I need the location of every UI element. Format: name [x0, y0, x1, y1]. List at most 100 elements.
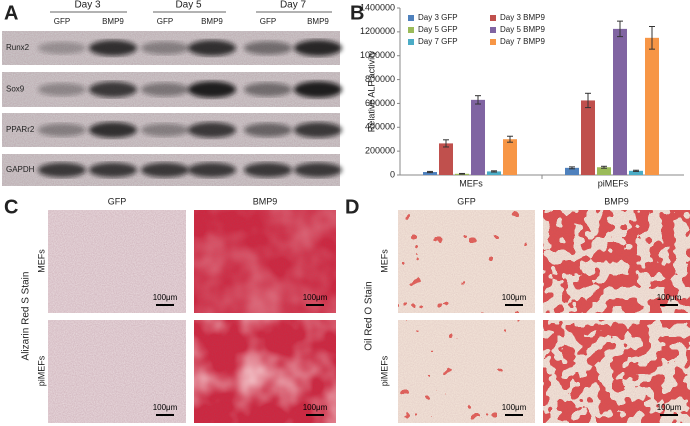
gel-band — [188, 122, 236, 138]
y-tick-label: 1400000 — [360, 2, 395, 12]
gel-band — [244, 123, 292, 137]
legend-swatch — [408, 39, 414, 45]
gene-label: Sox9 — [6, 85, 25, 94]
x-tick-label: piMEFs — [598, 178, 629, 188]
scale-bar-label: 100μm — [502, 293, 527, 302]
scale-bar-label: 100μm — [657, 293, 682, 302]
y-tick-label: 0 — [390, 169, 395, 179]
column-label: BMP9 — [604, 196, 629, 206]
panel-label: C — [4, 196, 18, 218]
gene-label: Runx2 — [6, 43, 30, 52]
gel-band — [244, 82, 292, 97]
gel-band — [188, 81, 236, 98]
gel-band — [244, 162, 292, 178]
error-bar — [475, 95, 481, 105]
day-label: Day 3 — [74, 0, 101, 11]
gel-band — [38, 162, 86, 178]
scale-bar-label: 100μm — [153, 293, 178, 302]
y-tick-label: 400000 — [365, 122, 395, 132]
lane-label: GFP — [54, 17, 70, 26]
lane-label: BMP9 — [201, 17, 223, 26]
gel-band — [294, 81, 342, 98]
error-bar — [649, 25, 655, 50]
bar — [613, 28, 627, 175]
row-label: piMEFs — [36, 355, 46, 386]
gel-band — [38, 41, 86, 55]
legend-swatch — [490, 27, 496, 33]
gel-band — [89, 40, 137, 56]
error-bar — [491, 170, 497, 173]
row-label: MEFs — [36, 249, 46, 273]
stain-texture — [543, 210, 690, 313]
stain-texture — [398, 210, 535, 313]
gel-band — [38, 83, 86, 96]
gel-band — [244, 41, 292, 55]
legend-label: Day 7 BMP9 — [500, 37, 545, 46]
legend-swatch — [490, 39, 496, 45]
scale-bar-label: 100μm — [303, 403, 328, 412]
scale-bar-label: 100μm — [502, 403, 527, 412]
legend-swatch — [408, 15, 414, 21]
gel-band — [294, 162, 342, 178]
gel-band — [38, 123, 86, 137]
lane-label: GFP — [260, 17, 276, 26]
stain-label: Oil Red O Stain — [364, 281, 375, 350]
gel-band — [89, 122, 137, 138]
gel-band — [294, 122, 342, 138]
day-label: Day 7 — [280, 0, 307, 11]
legend-swatch — [408, 27, 414, 33]
column-label: GFP — [108, 196, 127, 206]
stain-texture — [543, 320, 690, 423]
bar — [629, 170, 643, 175]
y-tick-label: 600000 — [365, 98, 395, 108]
stain-texture — [194, 210, 336, 313]
y-tick-label: 200000 — [365, 146, 395, 156]
bar — [581, 100, 595, 175]
gel-band — [188, 162, 236, 178]
gel-band — [89, 81, 137, 98]
legend-swatch — [490, 15, 496, 21]
bar — [565, 167, 579, 175]
y-tick-label: 1200000 — [360, 26, 395, 36]
scale-bar-label: 100μm — [657, 403, 682, 412]
legend-label: Day 5 BMP9 — [500, 25, 545, 34]
error-bar — [585, 92, 591, 109]
x-tick-label: MEFs — [459, 178, 483, 188]
y-axis-label: Relative ALP activity — [366, 50, 376, 132]
error-bar — [633, 169, 639, 172]
row-label: piMEFs — [379, 355, 389, 386]
bar — [645, 37, 659, 176]
stain-texture — [398, 320, 535, 423]
gene-label: PPARr2 — [6, 125, 35, 134]
gene-label: GAPDH — [6, 165, 35, 174]
gel-band — [141, 162, 189, 178]
error-bar — [507, 135, 513, 143]
stain-texture — [48, 320, 186, 423]
day-label: Day 5 — [175, 0, 202, 11]
legend-label: Day 5 GFP — [418, 25, 458, 34]
gel-band — [89, 162, 137, 178]
column-label: GFP — [457, 196, 476, 206]
error-bar — [427, 170, 433, 174]
gel-band — [188, 40, 236, 56]
error-bar — [601, 165, 607, 169]
legend-label: Day 7 GFP — [418, 37, 458, 46]
error-bar — [459, 172, 465, 175]
stain-texture — [194, 320, 336, 423]
legend-label: Day 3 BMP9 — [500, 13, 545, 22]
lane-label: GFP — [157, 17, 173, 26]
scale-bar-label: 100μm — [303, 293, 328, 302]
bar — [439, 143, 453, 175]
y-tick-label: 1000000 — [360, 50, 395, 60]
y-tick-label: 800000 — [365, 74, 395, 84]
panel-label: D — [345, 196, 359, 218]
panel-label: B — [350, 2, 364, 24]
error-bar — [443, 139, 449, 148]
bar — [487, 171, 501, 175]
error-bar — [569, 166, 575, 170]
stain-label: Alizarin Red S Stain — [21, 272, 32, 361]
gel-band — [141, 123, 189, 137]
gel-band — [141, 82, 189, 97]
legend-label: Day 3 GFP — [418, 13, 458, 22]
